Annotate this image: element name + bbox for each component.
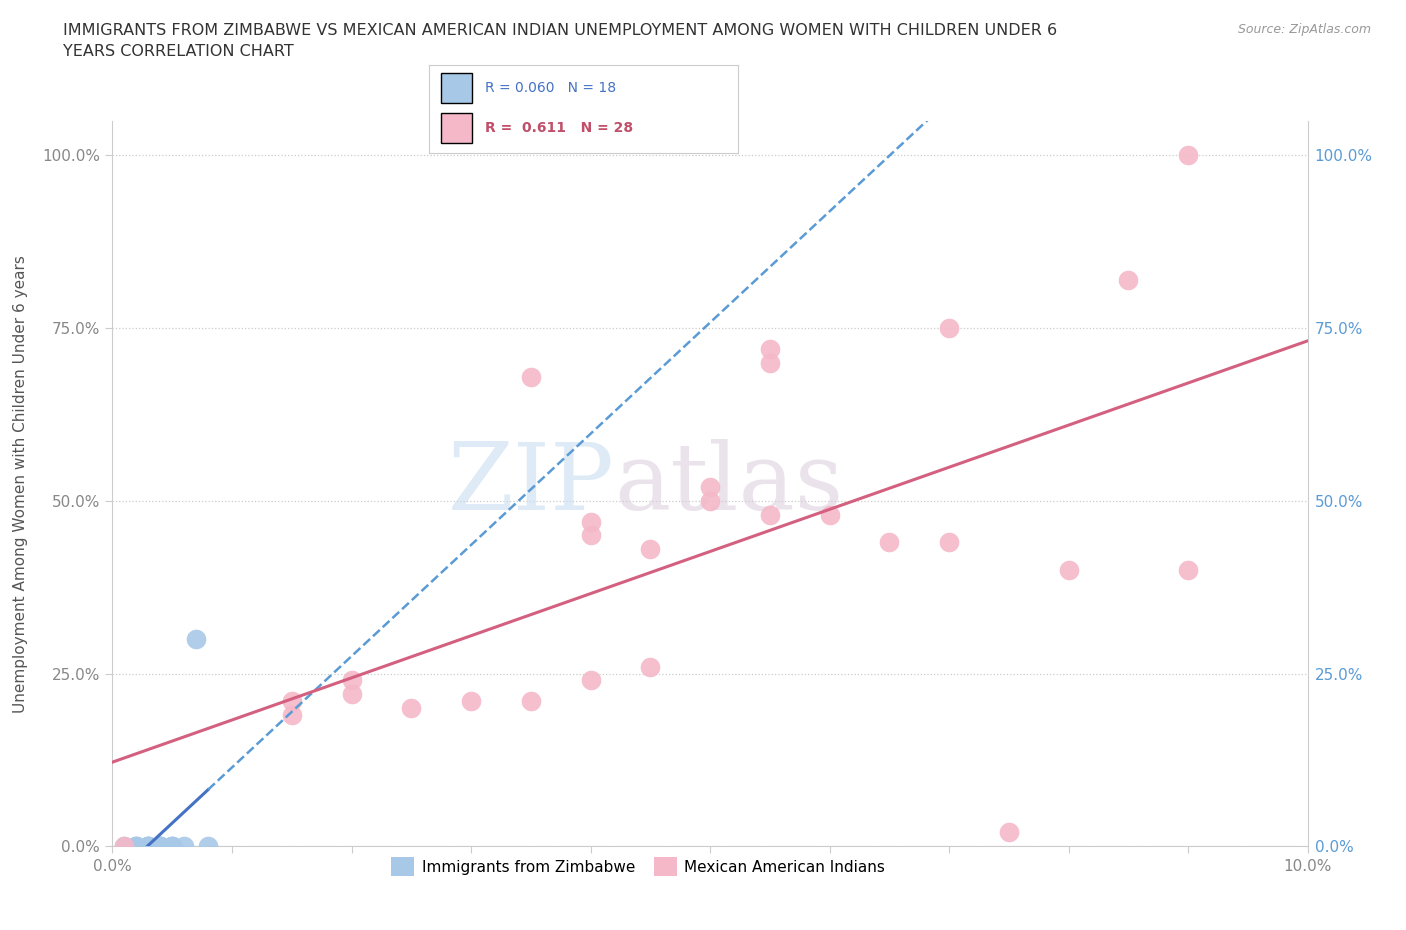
Point <box>114 839 135 854</box>
Point <box>162 839 183 854</box>
Point <box>340 673 363 688</box>
Point <box>149 839 172 854</box>
Y-axis label: Unemployment Among Women with Children Under 6 years: Unemployment Among Women with Children U… <box>13 255 28 712</box>
Point <box>281 708 304 723</box>
Text: ZIP: ZIP <box>447 439 614 528</box>
FancyBboxPatch shape <box>441 113 472 143</box>
Point <box>699 494 721 509</box>
Point <box>138 839 160 854</box>
Point <box>125 839 148 854</box>
Point <box>162 839 183 854</box>
Point <box>138 839 160 854</box>
Point <box>640 659 662 674</box>
Point <box>149 839 172 854</box>
Point <box>579 673 602 688</box>
Point <box>938 535 960 550</box>
Point <box>149 839 172 854</box>
Text: R = 0.060   N = 18: R = 0.060 N = 18 <box>485 81 616 95</box>
Text: Source: ZipAtlas.com: Source: ZipAtlas.com <box>1237 23 1371 36</box>
FancyBboxPatch shape <box>441 73 472 103</box>
Text: atlas: atlas <box>614 439 844 528</box>
Point <box>998 825 1021 840</box>
Point <box>818 507 841 522</box>
Point <box>340 687 363 702</box>
Point <box>640 542 662 557</box>
Point <box>460 694 482 709</box>
Point <box>114 839 135 854</box>
Text: R =  0.611   N = 28: R = 0.611 N = 28 <box>485 121 633 135</box>
Point <box>173 839 195 854</box>
Point <box>197 839 219 854</box>
Point <box>401 700 423 715</box>
Point <box>162 839 183 854</box>
Point <box>125 839 148 854</box>
Point <box>125 839 148 854</box>
Point <box>699 480 721 495</box>
Point <box>938 321 960 336</box>
Point <box>520 694 543 709</box>
Point <box>1118 272 1140 287</box>
Point <box>281 694 304 709</box>
Point <box>759 507 782 522</box>
Point <box>1057 563 1080 578</box>
Point <box>759 341 782 356</box>
Legend: Immigrants from Zimbabwe, Mexican American Indians: Immigrants from Zimbabwe, Mexican Americ… <box>385 851 891 883</box>
Point <box>579 528 602 543</box>
Point <box>520 369 543 384</box>
Point <box>138 839 160 854</box>
Point <box>149 839 172 854</box>
Point <box>579 514 602 529</box>
Point <box>1177 563 1199 578</box>
Point <box>1177 148 1199 163</box>
Point <box>138 839 160 854</box>
Point <box>759 355 782 370</box>
Point <box>186 631 208 646</box>
Text: IMMIGRANTS FROM ZIMBABWE VS MEXICAN AMERICAN INDIAN UNEMPLOYMENT AMONG WOMEN WIT: IMMIGRANTS FROM ZIMBABWE VS MEXICAN AMER… <box>63 23 1057 60</box>
Point <box>879 535 901 550</box>
